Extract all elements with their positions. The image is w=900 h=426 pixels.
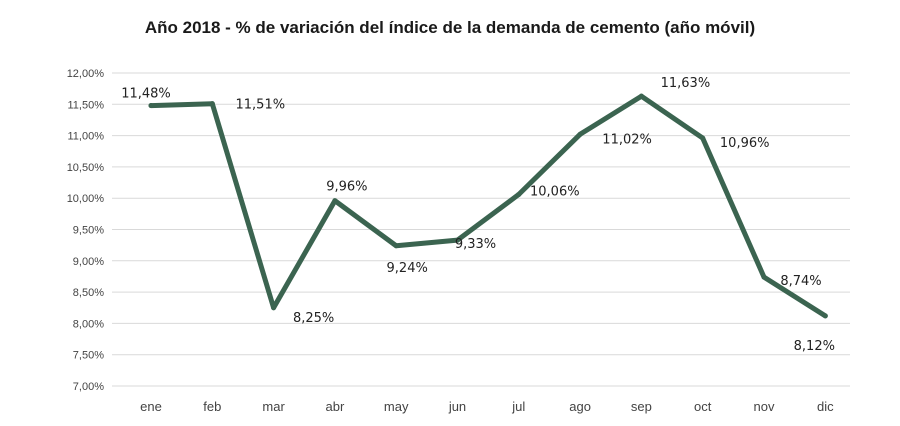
- series-line: [148, 93, 828, 319]
- y-tick-label: 7,50%: [73, 350, 104, 362]
- data-point: [638, 93, 644, 99]
- y-tick-label: 10,00%: [67, 193, 105, 205]
- y-tick-label: 10,50%: [67, 162, 105, 174]
- x-tick-label: mar: [262, 399, 285, 414]
- x-tick-label: jul: [511, 399, 525, 414]
- data-label: 11,48%: [121, 87, 171, 102]
- x-tick-label: dic: [817, 399, 834, 414]
- data-label: 11,63%: [661, 76, 711, 91]
- y-tick-label: 11,00%: [68, 131, 105, 143]
- x-tick-label: sep: [631, 399, 652, 414]
- data-label: 9,24%: [387, 261, 428, 276]
- y-tick-label: 9,00%: [73, 256, 104, 268]
- data-point: [332, 198, 338, 204]
- x-tick-label: may: [384, 399, 409, 414]
- x-tick-label: oct: [694, 399, 712, 414]
- y-tick-label: 12,00%: [67, 68, 105, 80]
- data-label: 8,74%: [780, 274, 821, 289]
- data-point: [209, 101, 215, 107]
- data-label: 8,12%: [794, 339, 835, 354]
- data-label: 10,96%: [720, 136, 770, 151]
- data-point: [577, 131, 583, 137]
- x-tick-label: nov: [754, 399, 775, 414]
- data-point: [393, 243, 399, 249]
- data-point: [700, 135, 706, 141]
- data-label: 10,06%: [530, 184, 580, 199]
- y-tick-label: 11,50%: [68, 99, 105, 111]
- x-tick-label: ago: [569, 399, 591, 414]
- data-label: 9,96%: [326, 180, 367, 195]
- data-point: [148, 103, 154, 109]
- data-label: 11,02%: [602, 132, 652, 147]
- y-tick-label: 9,50%: [73, 225, 104, 237]
- x-tick-label: abr: [326, 399, 345, 414]
- data-label: 9,33%: [455, 237, 496, 252]
- y-tick-label: 8,00%: [73, 318, 104, 330]
- data-point: [822, 313, 828, 319]
- data-point: [455, 237, 460, 243]
- x-tick-label: ene: [140, 399, 162, 414]
- data-point: [271, 305, 277, 311]
- x-tick-label: feb: [203, 399, 221, 414]
- data-point: [516, 191, 522, 197]
- chart-title: Año 2018 - % de variación del índice de …: [144, 18, 756, 37]
- y-tick-label: 7,00%: [73, 381, 104, 393]
- data-label: 8,25%: [293, 311, 334, 326]
- y-tick-label: 8,50%: [73, 287, 104, 299]
- data-label: 11,51%: [236, 98, 286, 113]
- x-tick-label: jun: [448, 399, 466, 414]
- data-point: [761, 274, 767, 280]
